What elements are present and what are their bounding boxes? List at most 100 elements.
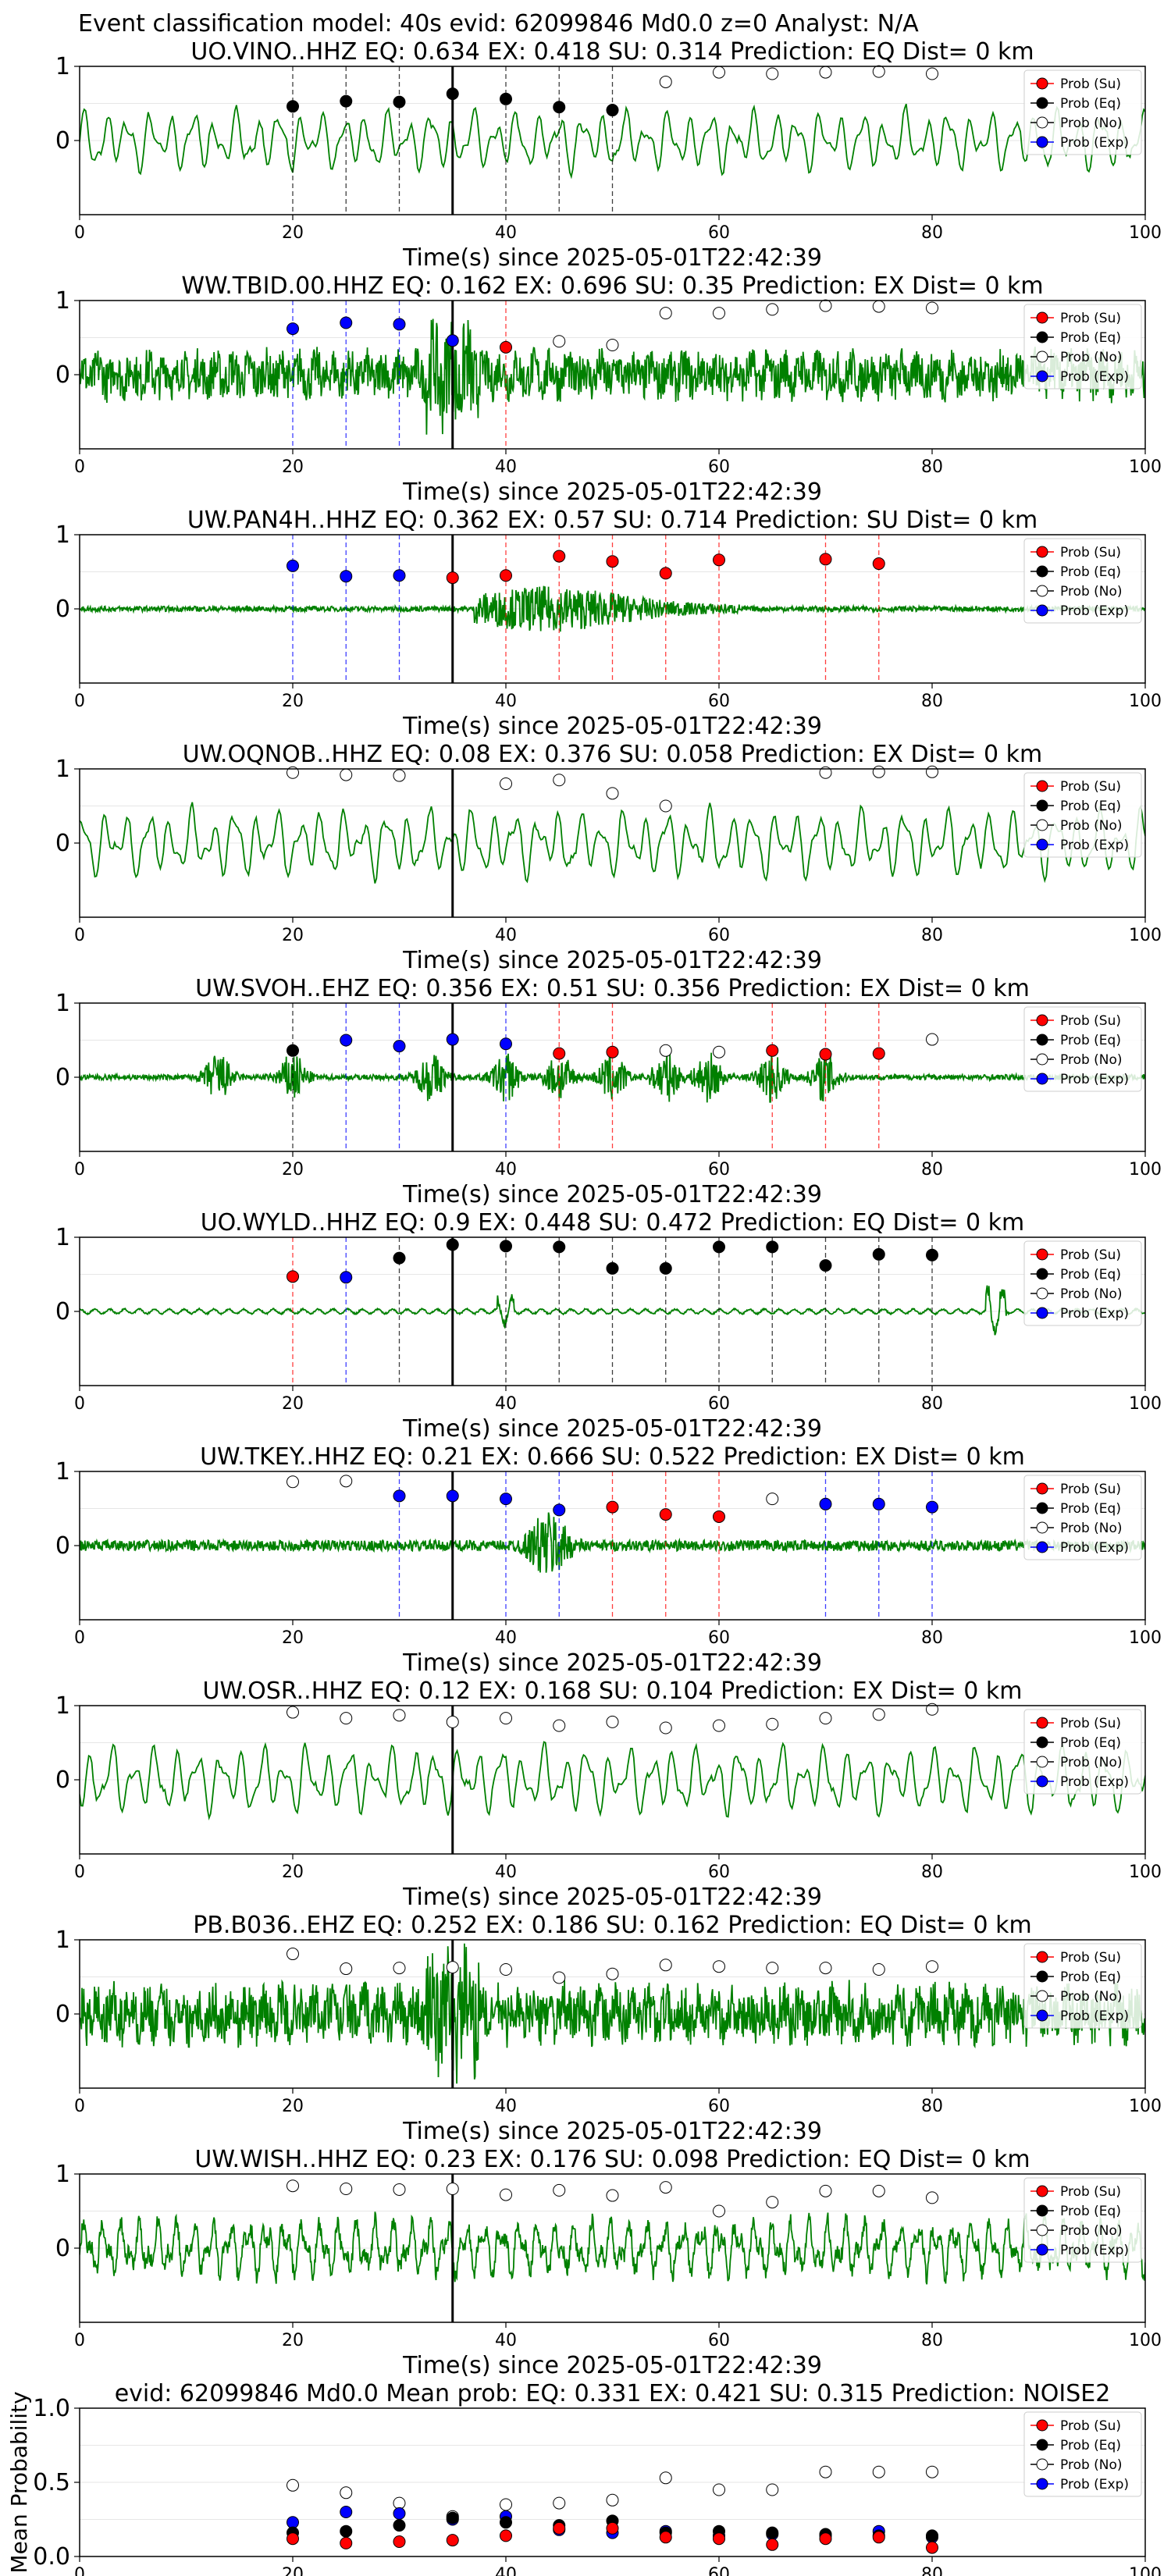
legend-label-exp: Prob (Exp) [1060,2477,1129,2492]
prob-point-su [606,1500,619,1514]
prob-point-eq [713,1240,725,1254]
x-axis-label: Time(s) since 2025-05-01T22:42:39 [402,1649,822,1677]
x-tick-label: 0 [74,457,85,477]
legend-label-no: Prob (No) [1060,350,1123,365]
legend-label-eq: Prob (Eq) [1060,799,1121,814]
prob-point-no [553,774,566,787]
prob-point-no [606,339,619,351]
x-tick-label: 40 [495,2331,517,2350]
prob-point-no [926,67,938,80]
prob-point-no [287,1475,299,1489]
prob-point-eq [287,100,299,113]
legend-label-su: Prob (Su) [1060,1247,1121,1263]
prob-point-su [713,553,725,567]
legend-label-no: Prob (No) [1060,1521,1123,1536]
prob-point-no [659,307,672,320]
panel-title: UW.WISH..HHZ EQ: 0.23 EX: 0.176 SU: 0.09… [194,2146,1030,2173]
mean-point-su [926,2541,938,2554]
prob-point-no [553,1719,566,1732]
prob-point-exp [393,1040,406,1053]
mean-point-su [819,2532,832,2546]
prob-point-no [340,1475,353,1488]
y-tick-label: 0 [55,127,70,155]
prob-point-no [766,1962,779,1975]
panel-title: evid: 62099846 Md0.0 Mean prob: EQ: 0.33… [115,2380,1111,2407]
x-tick-label: 100 [1129,1160,1162,1179]
panel-4: UW.OQNOB..HHZ EQ: 0.08 EX: 0.376 SU: 0.0… [55,741,1162,974]
plot-frame [79,1236,1146,1386]
legend-marker-no [1036,2458,1048,2471]
x-tick-label: 0 [74,2097,85,2116]
legend-marker-no [1036,2224,1048,2236]
panels: UO.VINO..HHZ EQ: 0.634 EX: 0.418 SU: 0.3… [6,38,1162,2576]
prob-point-no [606,2189,619,2202]
legend-label-eq: Prob (Eq) [1060,2204,1121,2219]
legend-box [1023,1709,1142,1795]
mean-point-no [713,2483,725,2496]
legend-marker-no [1036,585,1048,597]
legend-box [1023,1006,1142,1092]
legend-label-su: Prob (Su) [1060,1482,1121,1497]
legend-label-eq: Prob (Eq) [1060,564,1121,580]
legend-marker-eq [1036,1736,1048,1749]
legend-label-exp: Prob (Exp) [1060,838,1129,853]
waveform-trace [80,1741,1145,1821]
prob-point-exp [446,334,459,347]
x-tick-label: 0 [74,223,85,243]
x-tick-label: 20 [282,2331,304,2350]
prob-point-eq [446,87,459,101]
x-tick-label: 60 [708,926,730,945]
legend-box [1023,1943,1142,2029]
plot-frame [79,66,1146,215]
prob-point-no [500,777,512,790]
x-tick-label: 40 [495,223,517,243]
x-tick-label: 80 [921,692,943,711]
legend-label-exp: Prob (Exp) [1060,1540,1129,1556]
legend-marker-exp [1036,2478,1048,2490]
legend-label-no: Prob (No) [1060,2223,1123,2239]
y-tick-label: 1 [55,756,70,783]
y-tick-label: 0.0 [33,2543,70,2571]
prob-point-su [287,1270,299,1283]
legend-marker-eq [1036,1268,1048,1280]
y-tick-label: 0 [55,2001,70,2028]
legend-box [1023,2177,1142,2263]
prob-point-eq [393,1251,406,1265]
mean-point-eq [766,2526,779,2539]
legend-label-exp: Prob (Exp) [1060,135,1129,151]
legend-box [1023,69,1142,155]
panel-title: WW.TBID.00.HHZ EQ: 0.162 EX: 0.696 SU: 0… [181,272,1043,300]
x-tick-label: 100 [1129,1628,1162,1648]
x-tick-label: 80 [921,1628,943,1648]
mean-point-exp [340,2506,353,2518]
prob-point-exp [287,559,299,572]
waveform-trace [80,802,1145,884]
panel-11: evid: 62099846 Md0.0 Mean prob: EQ: 0.33… [6,2380,1162,2576]
x-tick-label: 20 [282,926,304,945]
y-tick-label: 1 [55,287,70,315]
legend-label-exp: Prob (Exp) [1060,1774,1129,1790]
legend-label-exp: Prob (Exp) [1060,1306,1129,1322]
x-tick-label: 100 [1129,1394,1162,1414]
panel-title: UO.VINO..HHZ EQ: 0.634 EX: 0.418 SU: 0.3… [190,38,1034,66]
panel-title: UW.TKEY..HHZ EQ: 0.21 EX: 0.666 SU: 0.52… [200,1443,1025,1471]
prob-point-exp [446,1033,459,1046]
prob-point-no [340,768,353,781]
mean-point-eq [500,2516,512,2529]
x-tick-label: 100 [1129,692,1162,711]
panel-2: WW.TBID.00.HHZ EQ: 0.162 EX: 0.696 SU: 0… [55,272,1162,506]
x-tick-label: 60 [708,1394,730,1414]
legend-label-su: Prob (Su) [1060,76,1121,92]
x-tick-label: 100 [1129,457,1162,477]
prob-point-eq [872,1247,885,1261]
legend-label-eq: Prob (Eq) [1060,1501,1121,1517]
y-tick-label: 0 [55,1767,70,1794]
mean-point-eq [340,2524,353,2538]
x-tick-label: 0 [74,1394,85,1414]
prob-point-no [713,1960,725,1973]
y-tick-label: 1 [55,1692,70,1720]
legend-label-su: Prob (Su) [1060,779,1121,795]
prob-point-no [819,299,832,312]
legend-label-no: Prob (No) [1060,1052,1123,1068]
prob-point-su [500,569,512,582]
